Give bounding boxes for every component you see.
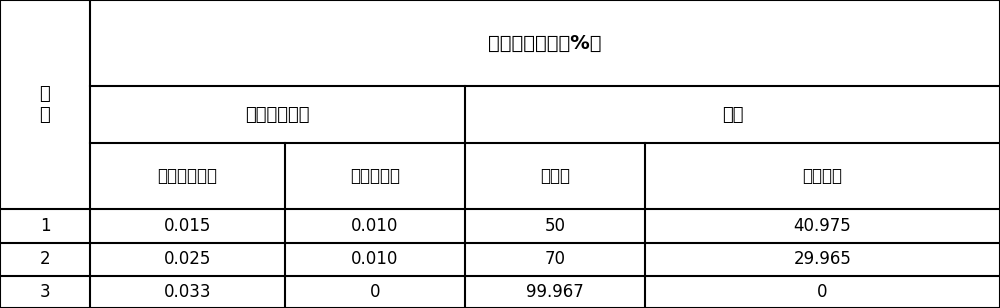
Text: 29.965: 29.965 bbox=[794, 250, 851, 269]
Text: 0.033: 0.033 bbox=[164, 283, 211, 301]
Text: 有机高粘材料: 有机高粘材料 bbox=[245, 106, 310, 124]
Text: 40.975: 40.975 bbox=[794, 217, 851, 235]
Text: 70: 70 bbox=[544, 250, 566, 269]
Text: 0.010: 0.010 bbox=[351, 250, 399, 269]
Text: 载体: 载体 bbox=[722, 106, 743, 124]
Text: 0.015: 0.015 bbox=[164, 217, 211, 235]
Text: 2: 2 bbox=[40, 250, 50, 269]
Text: 轻烧镁粉: 轻烧镁粉 bbox=[802, 167, 842, 185]
Text: 1: 1 bbox=[40, 217, 50, 235]
Text: 0.025: 0.025 bbox=[164, 250, 211, 269]
Text: 水溶性树脂: 水溶性树脂 bbox=[350, 167, 400, 185]
Text: 0.010: 0.010 bbox=[351, 217, 399, 235]
Text: 0: 0 bbox=[817, 283, 828, 301]
Text: 羧甲基纤维素: 羧甲基纤维素 bbox=[158, 167, 218, 185]
Text: 水镁石: 水镁石 bbox=[540, 167, 570, 185]
Text: 组分加入比例（%）: 组分加入比例（%） bbox=[488, 34, 602, 53]
Text: 编
号: 编 号 bbox=[40, 85, 50, 124]
Text: 3: 3 bbox=[40, 283, 50, 301]
Text: 0: 0 bbox=[370, 283, 380, 301]
Text: 50: 50 bbox=[544, 217, 566, 235]
Text: 99.967: 99.967 bbox=[526, 283, 584, 301]
